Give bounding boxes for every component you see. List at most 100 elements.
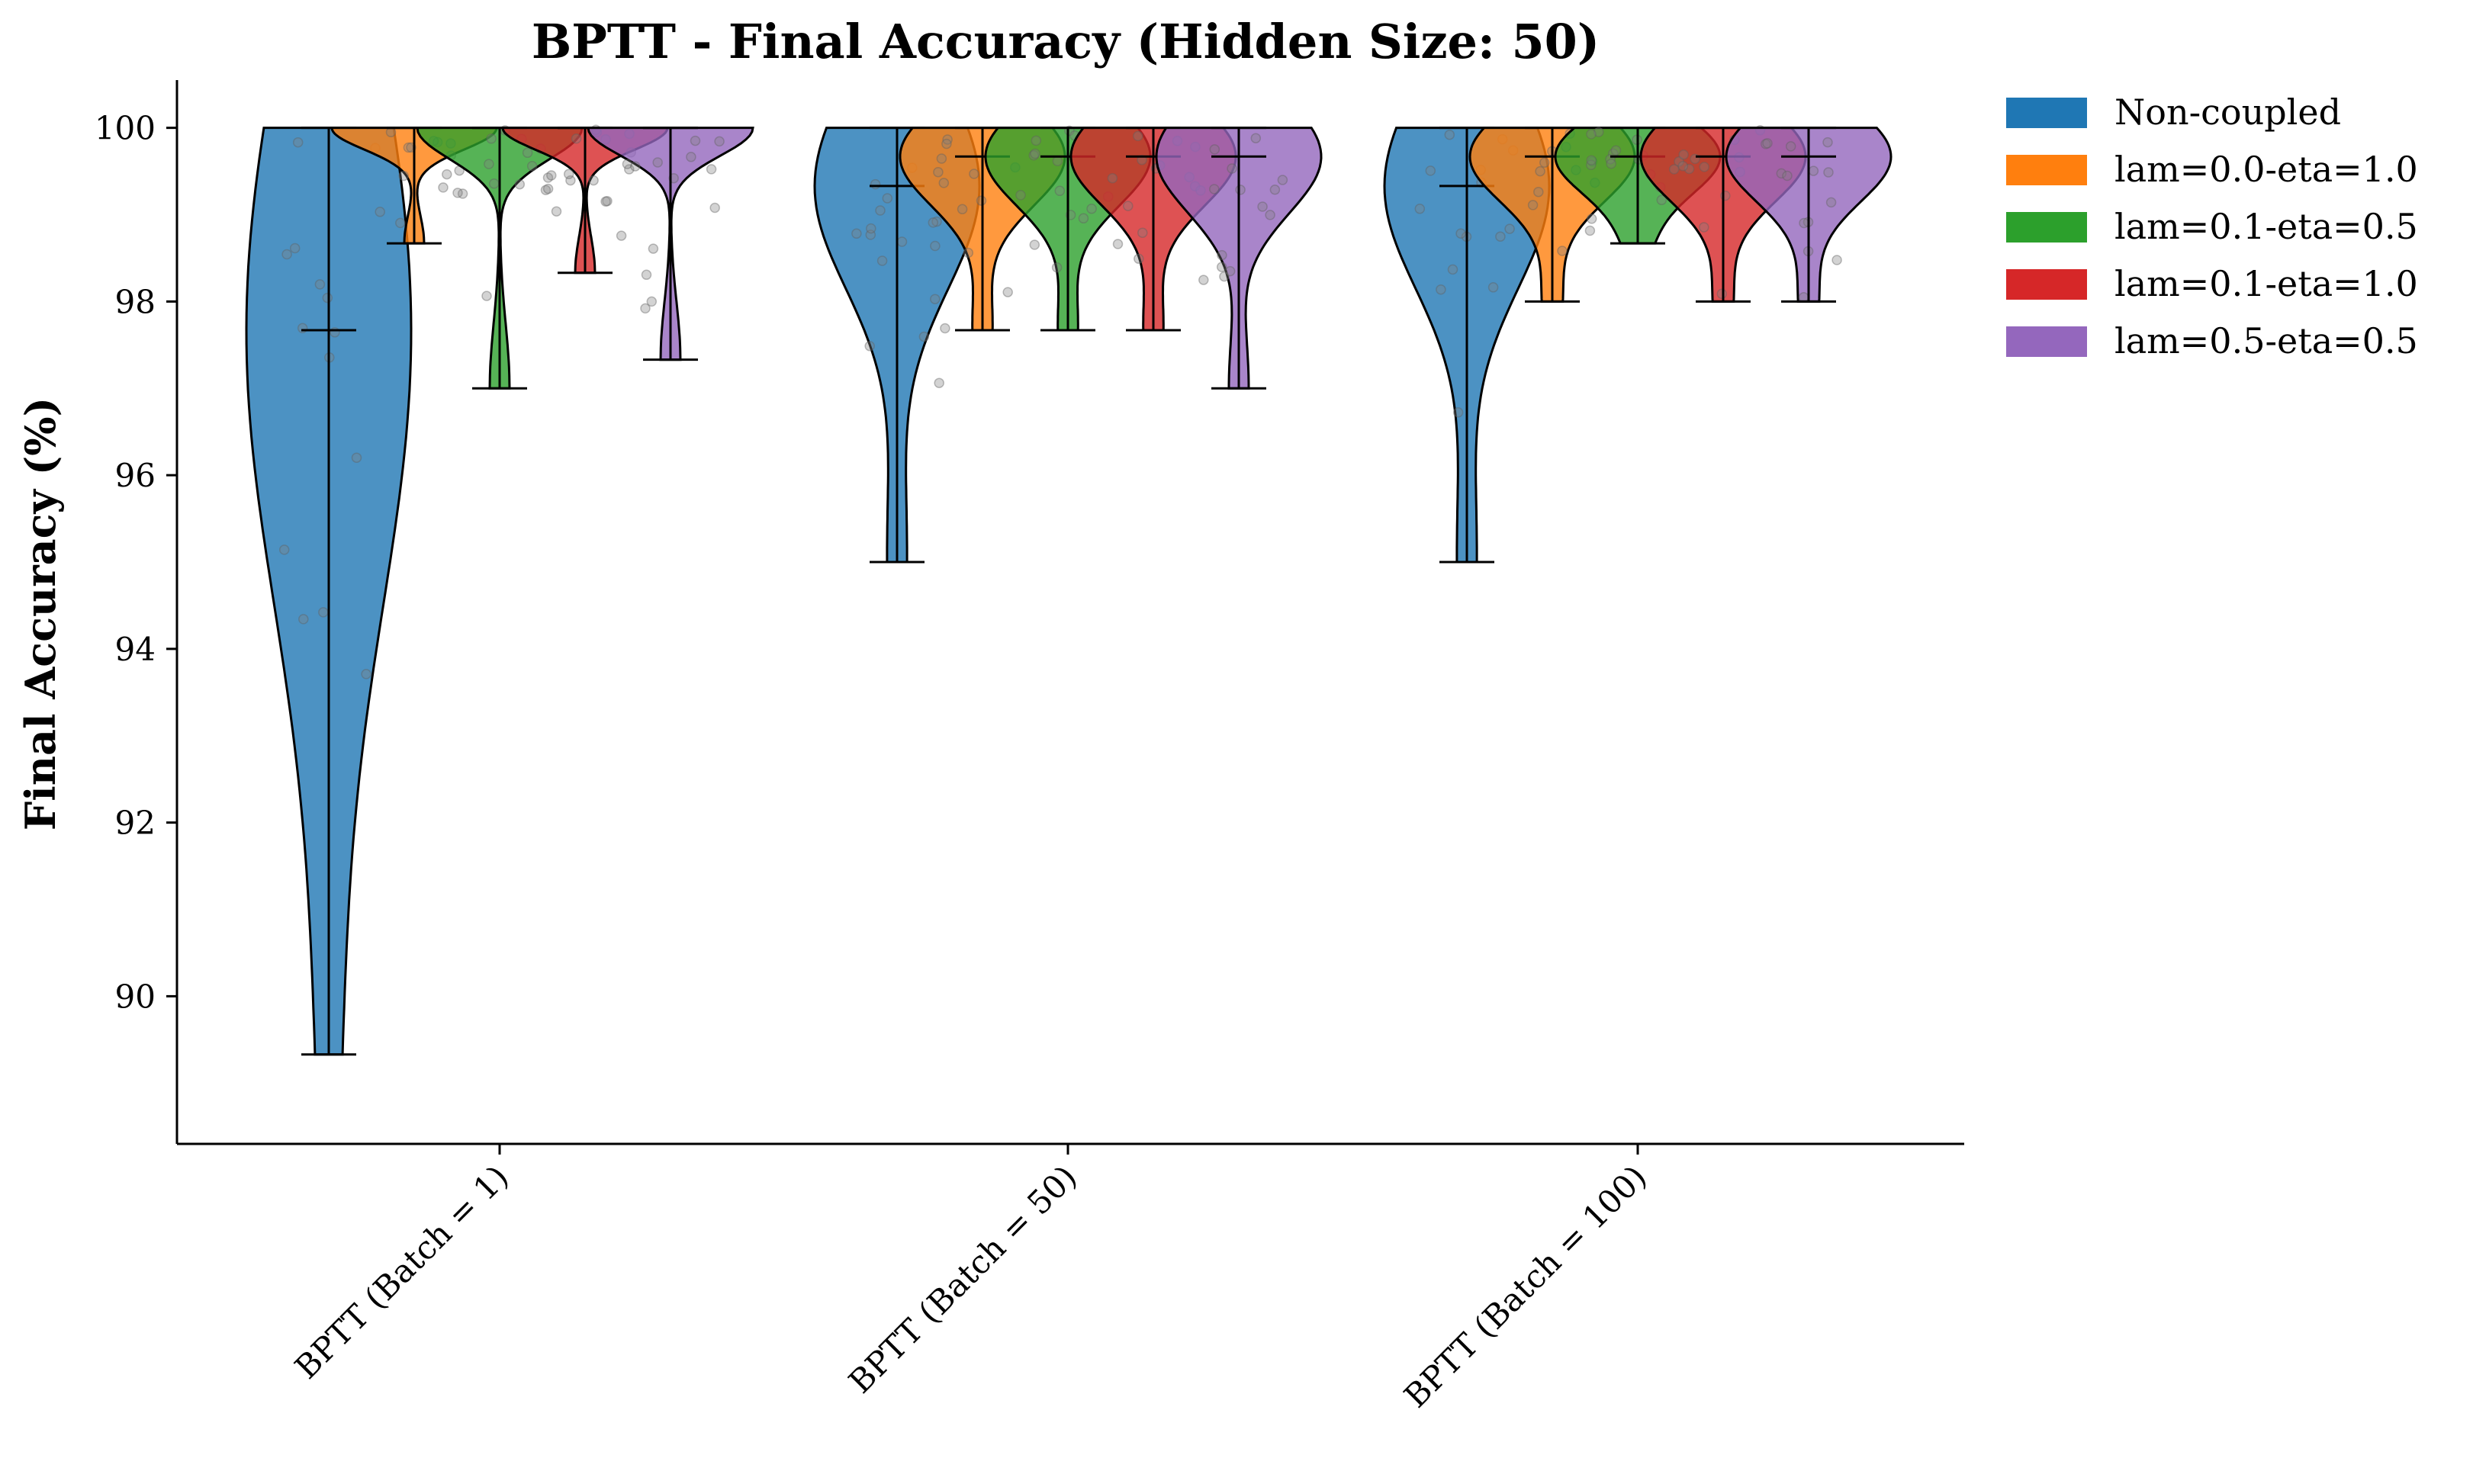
data-point (1699, 162, 1709, 172)
data-point (481, 291, 492, 301)
data-point (1030, 148, 1040, 159)
data-point (1825, 197, 1837, 208)
data-point (298, 614, 309, 625)
data-point (351, 452, 362, 463)
data-point (882, 193, 893, 204)
data-point (571, 133, 582, 144)
data-point (1277, 175, 1288, 185)
data-point (1677, 161, 1689, 172)
data-point (940, 323, 950, 334)
data-point (1823, 167, 1834, 178)
data-point (1606, 158, 1616, 169)
y-tick-label: 90 (115, 978, 156, 1015)
legend-swatch (2006, 269, 2087, 300)
data-point (542, 183, 554, 194)
data-point (1831, 255, 1842, 265)
data-point (709, 202, 720, 214)
y-tick-label: 92 (115, 805, 156, 842)
data-point (1716, 288, 1728, 300)
legend-swatch (2006, 326, 2087, 357)
x-tick-label: BPTT (Batch = 50) (841, 1158, 1084, 1400)
data-point (1678, 149, 1689, 160)
data-point (1224, 265, 1236, 277)
data-point (1112, 239, 1124, 249)
data-point (963, 247, 974, 259)
data-point (488, 178, 500, 189)
data-point (1452, 407, 1464, 418)
data-point (551, 206, 562, 217)
data-point (1533, 186, 1544, 198)
data-point (875, 205, 886, 216)
data-point (1761, 139, 1771, 149)
legend-label: lam=0.1-eta=1.0 (2114, 263, 2418, 304)
data-point (600, 196, 611, 207)
legend: Non-coupled lam=0.0-eta=1.0 lam=0.1-eta=0.… (2006, 92, 2418, 361)
data-point (452, 188, 463, 198)
data-point (1610, 145, 1622, 156)
data-point (540, 185, 552, 195)
legend-label: lam=0.1-eta=0.5 (2114, 206, 2418, 247)
data-point (1002, 287, 1013, 297)
data-point (686, 152, 696, 162)
data-point (442, 169, 452, 180)
data-point (690, 135, 701, 146)
data-point (942, 134, 953, 145)
data-point (1557, 246, 1568, 256)
data-point (292, 137, 304, 148)
data-point (957, 204, 968, 215)
data-point (1436, 284, 1446, 295)
data-point (876, 255, 888, 266)
data-point (1269, 185, 1281, 195)
y-tick-label: 100 (95, 110, 156, 147)
legend-swatch (2006, 98, 2087, 128)
data-point (438, 182, 449, 193)
data-point (565, 175, 576, 186)
data-point (1593, 127, 1604, 137)
data-point (1198, 275, 1209, 285)
data-point (938, 178, 950, 188)
data-point (1586, 214, 1597, 224)
data-point (1447, 264, 1458, 275)
y-axis-label: Final Accuracy (%) (16, 397, 65, 830)
data-point (616, 230, 627, 241)
data-point (375, 207, 385, 217)
data-point (630, 161, 641, 172)
data-point (933, 166, 944, 178)
data-point (1209, 184, 1220, 194)
data-point (714, 136, 725, 147)
data-point (1495, 231, 1506, 242)
data-point (484, 159, 494, 169)
data-point (1584, 225, 1596, 236)
data-point (1504, 223, 1515, 234)
data-point (1425, 165, 1436, 176)
chart-title: BPTT - Final Accuracy (Hidden Size: 50) (532, 14, 1600, 69)
data-point (1216, 262, 1227, 272)
data-point (866, 223, 876, 234)
data-point (1674, 156, 1684, 167)
data-point (526, 161, 538, 172)
data-point (1054, 185, 1066, 197)
data-point (1444, 129, 1455, 140)
data-point (457, 188, 468, 199)
data-point (542, 172, 554, 183)
violin-layer (245, 124, 1893, 1056)
data-point (1656, 194, 1667, 206)
data-point (646, 296, 658, 307)
data-point (322, 292, 333, 304)
y-tick-label: 96 (115, 457, 156, 494)
data-point (1217, 249, 1227, 261)
data-point (941, 138, 952, 149)
y-tick-label: 98 (115, 283, 156, 320)
data-point (588, 175, 599, 186)
data-point (864, 341, 875, 352)
data-point (1799, 217, 1809, 229)
data-point (1527, 200, 1539, 210)
x-tick-label: BPTT (Batch = 1) (288, 1158, 516, 1386)
data-point (641, 269, 652, 281)
data-point (289, 243, 301, 254)
data-point (602, 195, 613, 207)
data-point (1487, 282, 1499, 293)
data-point (934, 377, 944, 388)
data-point (1134, 253, 1144, 265)
data-point (1782, 170, 1793, 181)
